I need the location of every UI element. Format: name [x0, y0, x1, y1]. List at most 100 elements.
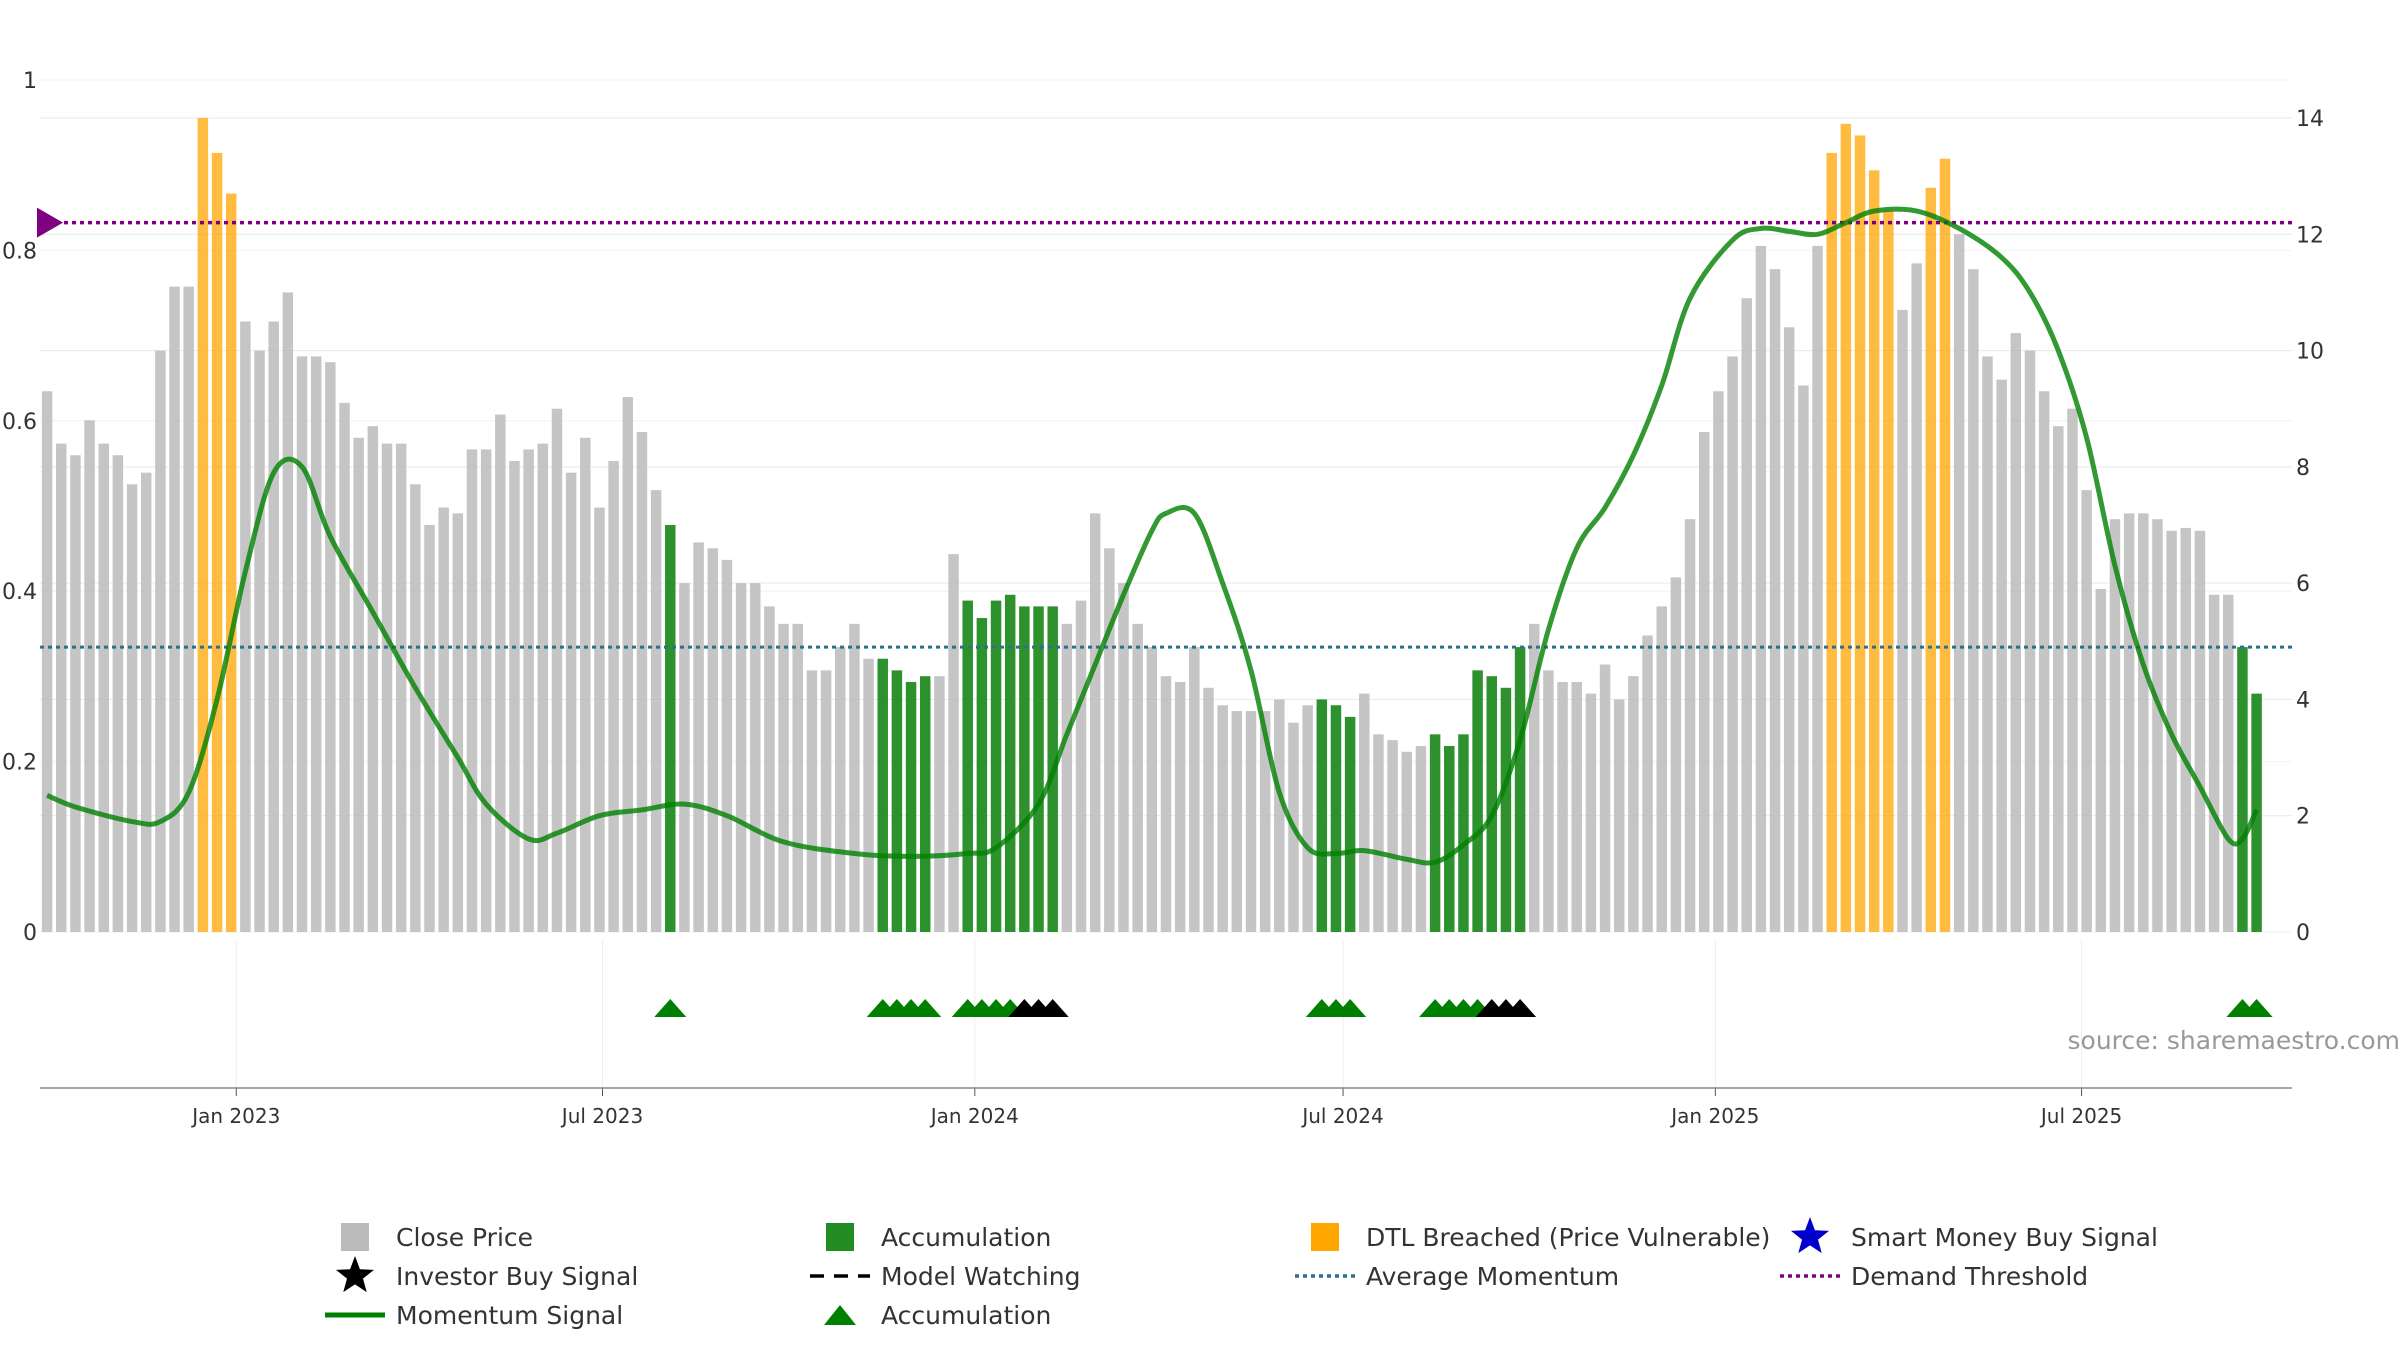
accumulation-bar	[1458, 734, 1469, 932]
price-bar	[452, 513, 464, 932]
price-bar	[1642, 635, 1653, 932]
price-bar	[1727, 356, 1738, 932]
price-bar	[1741, 298, 1752, 932]
signal-strip	[654, 999, 2273, 1017]
price-bar	[310, 356, 322, 932]
legend-label: Accumulation	[881, 1301, 1051, 1330]
price-bar	[594, 507, 605, 932]
price-bar	[367, 426, 379, 932]
price-bar	[934, 676, 945, 932]
price-bar	[254, 350, 265, 933]
price-bar	[2180, 527, 2192, 932]
price-bar	[778, 623, 789, 932]
y-right-tick-label: 8	[2296, 456, 2310, 481]
x-tick-label: Jan 2025	[1669, 1104, 1759, 1128]
y-right-tick-label: 6	[2296, 572, 2310, 597]
price-bar	[580, 437, 591, 932]
price-bar	[863, 658, 874, 932]
legend-swatch-square	[826, 1223, 854, 1251]
price-bars	[41, 118, 2262, 933]
price-bar	[381, 443, 393, 932]
price-bar	[750, 583, 761, 932]
demand-threshold-marker	[37, 207, 63, 238]
legend-label: Model Watching	[881, 1262, 1081, 1291]
price-bar	[1075, 600, 1087, 932]
accumulation-bar	[877, 658, 888, 932]
price-bar	[2081, 490, 2092, 932]
price-bar	[1118, 583, 1129, 932]
price-bar	[41, 391, 53, 932]
x-tick-label: Jul 2024	[1300, 1104, 1383, 1128]
price-bar	[70, 455, 81, 932]
price-bar	[339, 402, 350, 932]
accumulation-bar	[1033, 606, 1044, 932]
price-bar	[1698, 431, 1710, 932]
accumulation-bar	[1486, 676, 1498, 932]
price-bar	[240, 321, 251, 932]
price-bar	[1713, 391, 1724, 932]
price-bar	[2095, 588, 2107, 932]
price-bar	[764, 606, 775, 932]
momentum-line-group	[46, 206, 2259, 866]
legend-label: Average Momentum	[1366, 1262, 1619, 1291]
price-bar	[509, 461, 520, 932]
accumulation-bar	[919, 676, 931, 932]
legend-label: Investor Buy Signal	[396, 1262, 638, 1291]
dtl-bar	[1826, 152, 1837, 932]
price-bar	[183, 286, 194, 933]
price-bar	[693, 542, 704, 932]
price-bar	[834, 647, 846, 932]
dtl-bar	[211, 152, 223, 932]
x-tick-label: Jan 2023	[190, 1104, 280, 1128]
price-bar	[792, 623, 803, 932]
accumulation-bar	[1316, 699, 1328, 932]
y-right-tick-label: 4	[2296, 688, 2310, 713]
price-bar	[1302, 705, 1313, 932]
price-bar	[1061, 623, 1073, 932]
dtl-bar	[1868, 170, 1880, 933]
price-bar	[268, 321, 279, 932]
y-right-tick-label: 14	[2296, 107, 2324, 132]
price-bar	[1203, 687, 1214, 932]
accumulation-bar	[1344, 716, 1356, 932]
price-bar	[565, 472, 577, 932]
price-bar	[2208, 594, 2220, 932]
price-bar	[551, 408, 563, 932]
legend-triangle-icon	[824, 1305, 856, 1325]
accumulation-triangle-marker	[2240, 999, 2273, 1017]
price-bar	[56, 443, 67, 932]
price-bar	[1245, 711, 1257, 932]
price-bar	[622, 397, 634, 933]
price-bar	[296, 356, 308, 932]
price-bar	[1897, 309, 1908, 932]
price-bar	[2024, 350, 2036, 933]
accumulation-triangle-marker	[909, 999, 942, 1017]
price-bar	[1613, 699, 1625, 932]
price-bar	[1798, 385, 1809, 932]
price-bar	[1911, 263, 1922, 932]
accumulation-bar	[1500, 687, 1512, 932]
legend-label: Accumulation	[881, 1223, 1051, 1252]
price-bar	[2123, 513, 2135, 932]
legend-label: Demand Threshold	[1851, 1262, 2088, 1291]
y-left-tick-label: 0.6	[2, 410, 37, 435]
price-bar	[1656, 606, 1667, 932]
price-bar	[1783, 327, 1795, 932]
legend-star-icon	[1790, 1217, 1830, 1254]
price-bar	[650, 490, 662, 932]
price-bar	[1543, 670, 1554, 932]
legend-label: Momentum Signal	[396, 1301, 623, 1330]
y-left-tick-label: 0	[23, 921, 37, 946]
source-label: source: sharemaestro.com	[2068, 1026, 2400, 1055]
price-bar	[1812, 245, 1823, 932]
y-right-tick-label: 0	[2296, 921, 2310, 946]
price-bar	[112, 455, 124, 932]
price-bar	[849, 623, 860, 932]
price-bar	[707, 548, 719, 932]
accumulation-bar	[1429, 734, 1441, 932]
price-bar	[679, 583, 690, 932]
price-bar	[1274, 699, 1285, 932]
price-bar	[1373, 734, 1384, 932]
accumulation-bar	[665, 525, 676, 932]
